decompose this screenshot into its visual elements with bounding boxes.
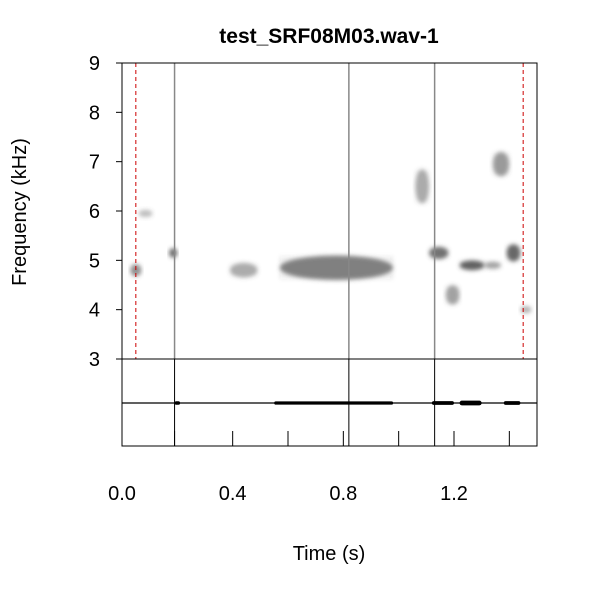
- energy-blob: [229, 262, 258, 278]
- energy-blob: [520, 305, 532, 314]
- x-tick-label: 0.4: [219, 483, 247, 505]
- waveform-panel: [122, 359, 537, 446]
- y-tick-label: 4: [89, 300, 100, 322]
- y-axis: 3 4 5 6 7 8 9: [89, 53, 122, 371]
- energy-blob: [429, 246, 449, 260]
- energy-blob: [415, 169, 430, 204]
- spectrogram-panel: [130, 63, 532, 359]
- y-tick-label: 7: [89, 152, 100, 174]
- y-tick-label: 6: [89, 201, 100, 223]
- energy-blob: [169, 248, 178, 258]
- waveform-burst: [431, 401, 454, 405]
- waveform-burst: [459, 400, 482, 406]
- energy-blob: [484, 261, 502, 269]
- energy-blob: [279, 255, 394, 281]
- waveform-frame: [121, 358, 538, 447]
- y-axis-label: Frequency (kHz): [9, 138, 31, 286]
- spectrogram-frame: [121, 62, 538, 360]
- chart-title: test_SRF08M03.wav-1: [219, 25, 439, 48]
- x-axis-label: Time (s): [293, 543, 366, 565]
- y-tick-label: 8: [89, 102, 100, 124]
- x-tick-label: 0.8: [329, 483, 357, 505]
- x-tick-label: 0.0: [108, 483, 136, 505]
- energy-blob: [459, 260, 485, 271]
- energy-blob: [445, 285, 460, 305]
- waveform-burst: [503, 401, 521, 405]
- y-tick-label: 9: [89, 53, 100, 75]
- y-tick-label: 3: [89, 349, 100, 371]
- y-tick-label: 5: [89, 250, 100, 272]
- waveform-burst: [174, 401, 181, 405]
- energy-blob: [492, 151, 510, 177]
- energy-blob: [506, 244, 521, 262]
- x-tick-label: 1.2: [440, 483, 468, 505]
- waveform-burst: [274, 401, 394, 405]
- x-axis: 0.0 0.4 0.8 1.2: [108, 483, 468, 505]
- energy-blob: [130, 264, 142, 277]
- energy-blob: [138, 209, 153, 218]
